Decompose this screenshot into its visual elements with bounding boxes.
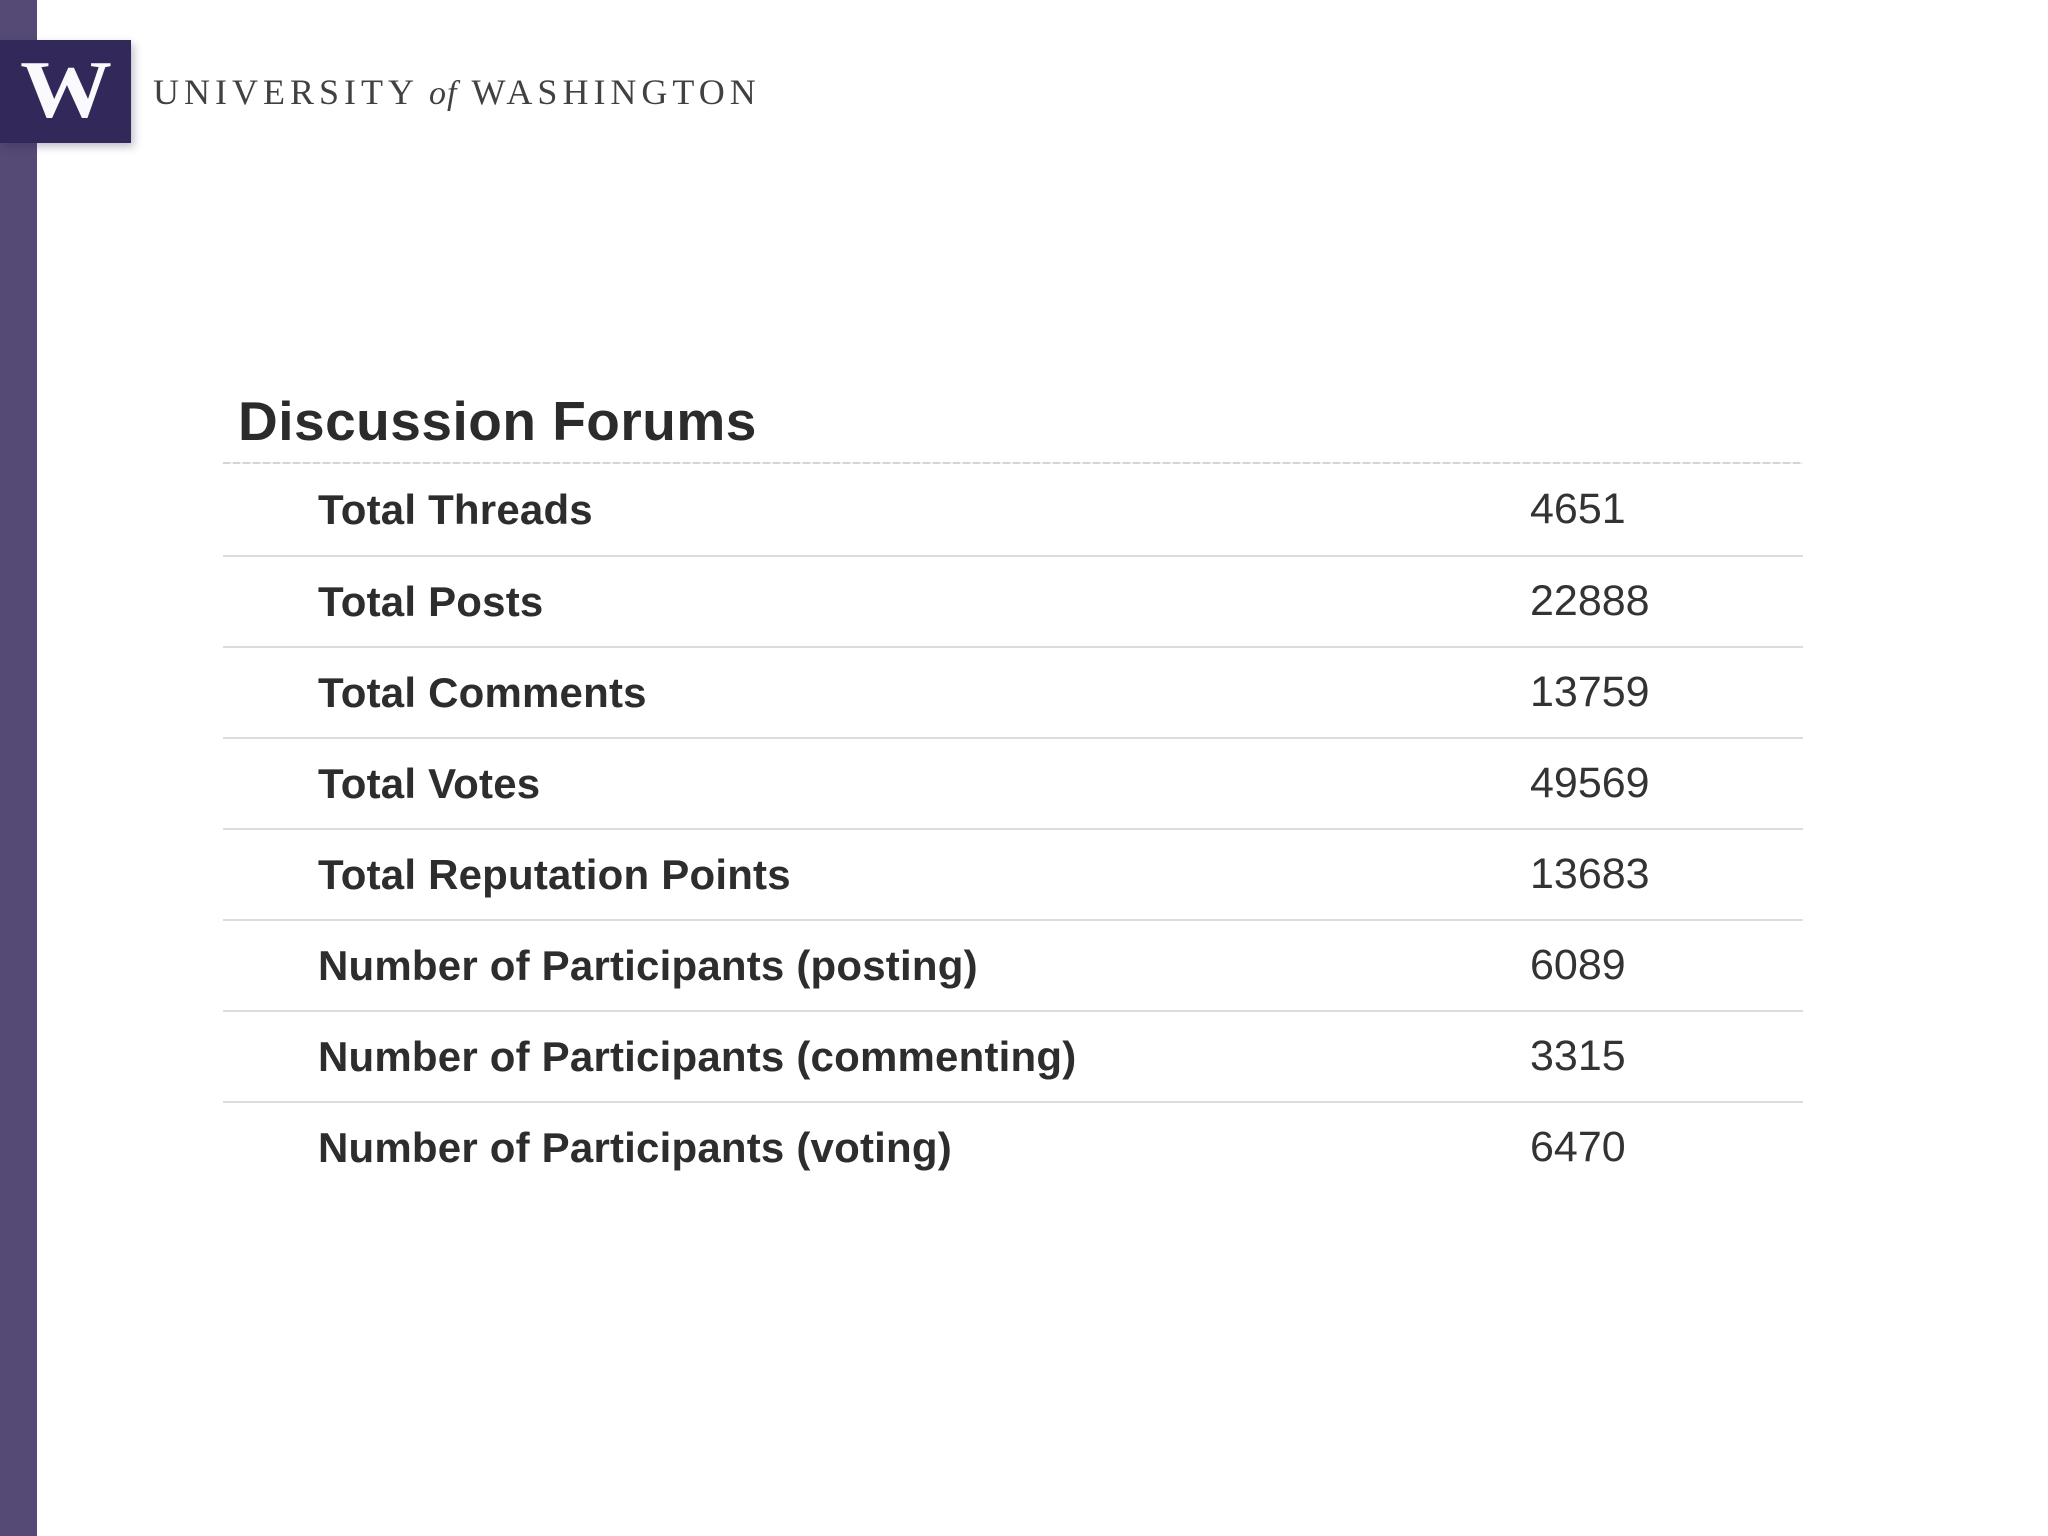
wordmark-university: UNIVERSITY	[153, 72, 419, 112]
table-row: Total Reputation Points 13683	[223, 828, 1803, 919]
uw-logo-block: W	[0, 40, 131, 143]
stat-value: 22888	[1530, 577, 1650, 625]
stat-label: Number of Participants (posting)	[318, 941, 978, 989]
uw-wordmark: UNIVERSITY of WASHINGTON	[153, 72, 761, 112]
stat-label: Total Posts	[318, 577, 544, 625]
stat-value: 13759	[1530, 668, 1650, 716]
stat-value: 13683	[1530, 850, 1650, 898]
stat-label: Total Comments	[318, 668, 647, 716]
stats-table: Total Threads 4651 Total Posts 22888 Tot…	[223, 462, 1803, 1192]
table-row: Total Votes 49569	[223, 737, 1803, 828]
uw-w-icon: W	[19, 43, 112, 135]
table-row: Total Threads 4651	[223, 464, 1803, 555]
stats-rows: Total Threads 4651 Total Posts 22888 Tot…	[223, 464, 1803, 1192]
table-row: Number of Participants (commenting) 3315	[223, 1010, 1803, 1101]
page-title: Discussion Forums	[238, 389, 757, 452]
stat-label: Number of Participants (commenting)	[318, 1032, 1077, 1080]
table-top-divider	[223, 462, 1803, 464]
stat-value: 4651	[1530, 485, 1626, 533]
wordmark-of: of	[428, 75, 458, 112]
table-row: Number of Participants (voting) 6470	[223, 1101, 1803, 1192]
brand-stripe	[0, 0, 37, 1536]
table-row: Total Comments 13759	[223, 646, 1803, 737]
stat-label: Number of Participants (voting)	[318, 1123, 952, 1171]
stat-value: 6089	[1530, 941, 1626, 989]
wordmark-washington: WASHINGTON	[471, 72, 761, 112]
table-row: Total Posts 22888	[223, 555, 1803, 646]
stat-label: Total Threads	[318, 485, 593, 533]
stat-value: 6470	[1530, 1123, 1626, 1171]
stat-value: 49569	[1530, 759, 1650, 807]
stat-label: Total Votes	[318, 759, 541, 807]
table-row: Number of Participants (posting) 6089	[223, 919, 1803, 1010]
stat-value: 3315	[1530, 1032, 1626, 1080]
stat-label: Total Reputation Points	[318, 850, 791, 898]
